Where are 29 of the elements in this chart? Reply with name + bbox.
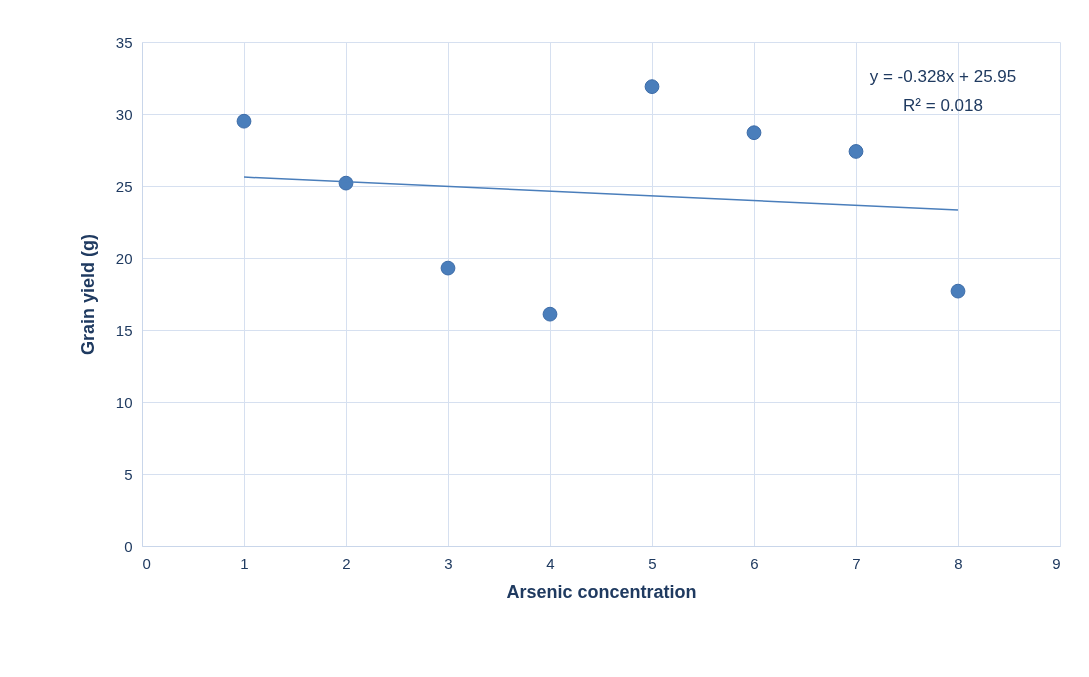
- y-axis-title: Grain yield (g): [77, 233, 98, 356]
- annotation: R² = 0.018: [903, 96, 983, 115]
- x-tick-label: 7: [852, 554, 861, 572]
- point: [644, 79, 660, 95]
- x-tick-label: 4: [546, 554, 555, 572]
- y-tick-label: 30: [115, 105, 133, 123]
- point: [542, 306, 558, 322]
- y-tick-label: 5: [124, 465, 133, 483]
- y-tick-label: 20: [115, 249, 133, 267]
- point: [440, 260, 456, 276]
- y-tick-label: 10: [115, 393, 133, 411]
- y-tick-label: 0: [124, 537, 133, 555]
- x-tick-label: 1: [240, 554, 249, 572]
- x-axis-title: Arsenic concentration: [506, 581, 697, 602]
- point: [236, 113, 252, 129]
- point: [746, 125, 762, 141]
- y-tick-label: 25: [115, 177, 133, 195]
- y-tick-label: 15: [115, 321, 133, 339]
- y-tick-label: 35: [115, 33, 133, 51]
- x-tick-label: 0: [142, 554, 151, 572]
- x-tick-label: 2: [342, 554, 351, 572]
- x-tick-label: 3: [444, 554, 453, 572]
- point: [848, 144, 864, 159]
- x-tick-label: 9: [1052, 554, 1061, 572]
- point: [950, 283, 966, 299]
- x-tick-label: 8: [954, 554, 963, 572]
- annotation: y = -0.328x + 25.95: [869, 67, 1017, 86]
- x-tick-label: 5: [648, 554, 657, 572]
- x-tick-label: 6: [750, 554, 759, 572]
